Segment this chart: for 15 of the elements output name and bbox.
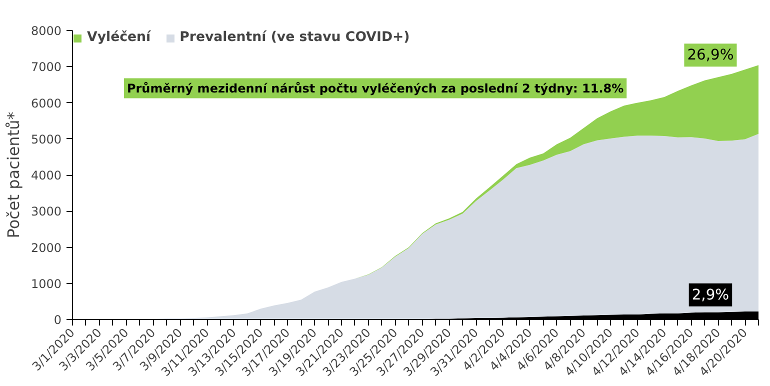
annotation: Průměrný mezidenní nárůst počtu vyléčených za poslední 2 týdny: 11.8% <box>126 81 624 96</box>
legend-label: Prevalentní (ve stavu COVID+) <box>180 30 410 45</box>
y-tick-label: 4000 <box>30 168 62 182</box>
y-axis-title: Počet pacientů* <box>4 112 23 238</box>
y-tick-label: 1000 <box>30 276 62 291</box>
annotation: 26,9% <box>687 46 734 64</box>
y-tick-label: 5000 <box>30 132 62 146</box>
y-tick-label: 7000 <box>30 60 62 74</box>
legend-label: Vyléčení <box>87 30 151 45</box>
annotation: 2,9% <box>692 286 730 304</box>
y-tick-label: 6000 <box>30 96 62 110</box>
y-tick-label: 0 <box>54 313 62 327</box>
y-tick-label: 2000 <box>30 240 62 255</box>
y-tick-label: 3000 <box>30 204 62 219</box>
y-tick-label: 8000 <box>30 24 62 38</box>
